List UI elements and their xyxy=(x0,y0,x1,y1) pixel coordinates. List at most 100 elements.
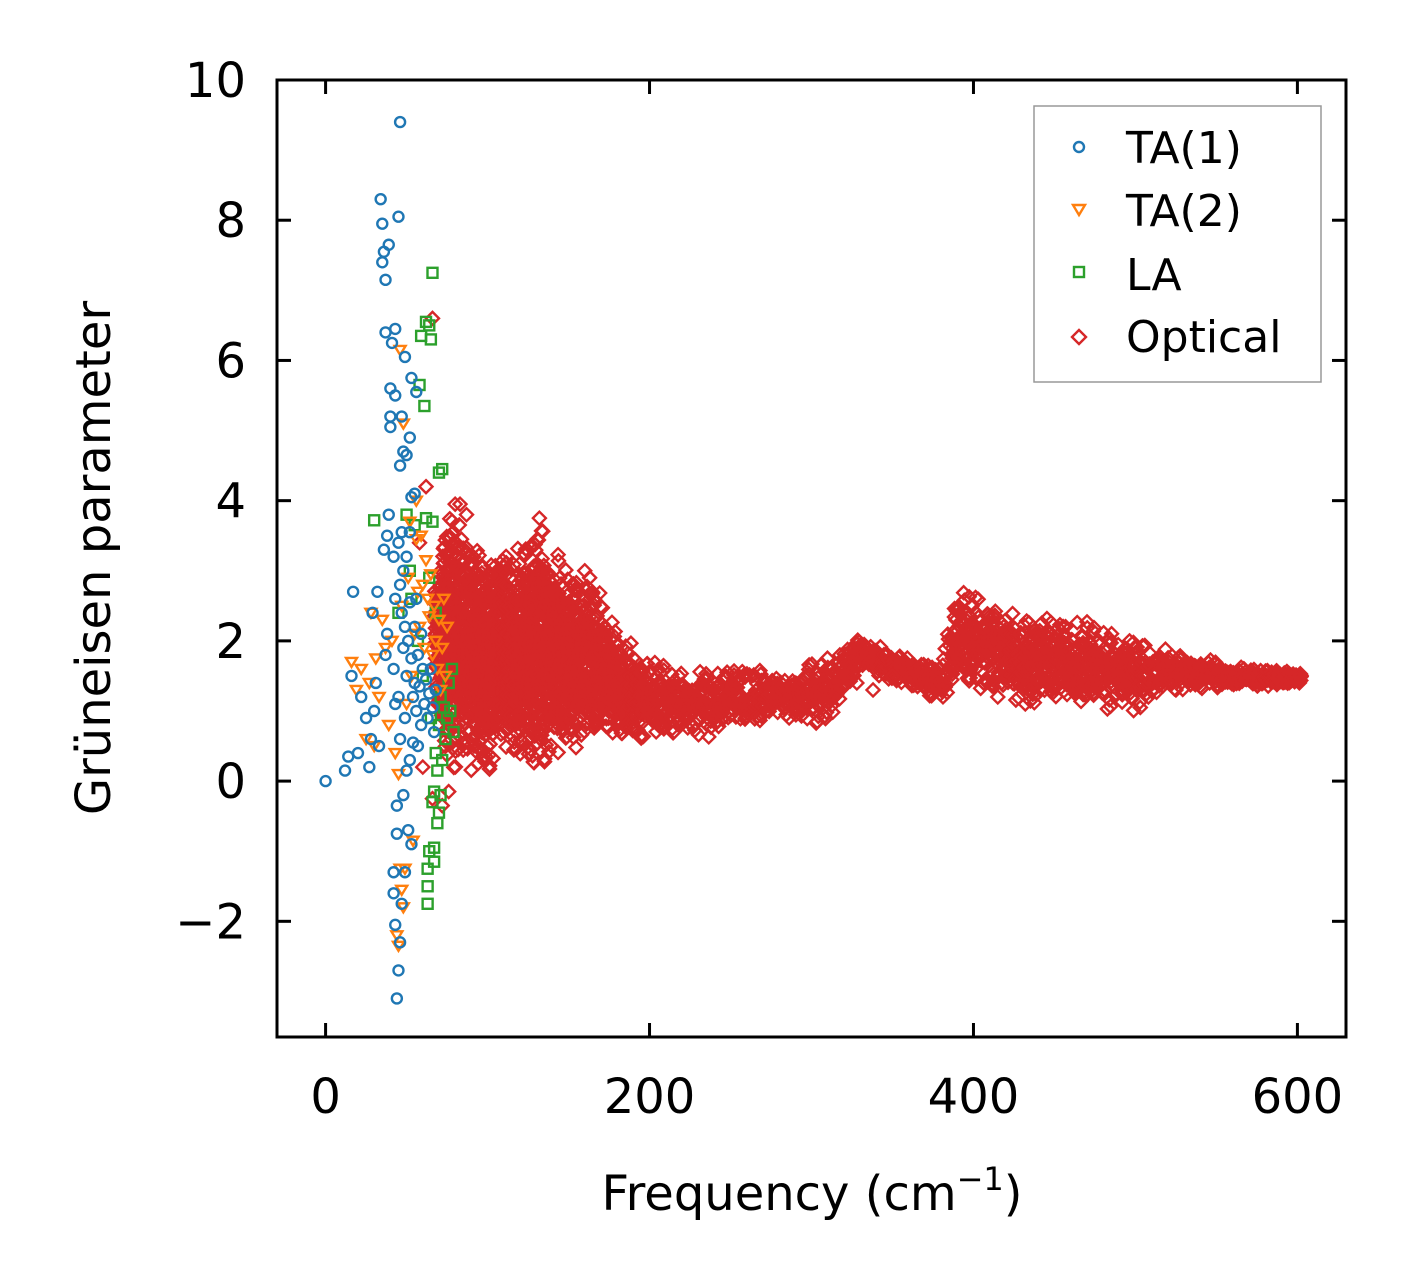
optical-point xyxy=(587,715,605,732)
la-point xyxy=(367,514,381,527)
la-point xyxy=(434,788,447,802)
ta1-point xyxy=(382,238,395,251)
x-tick-label: 400 xyxy=(928,1069,1020,1125)
ta2-point xyxy=(436,593,452,607)
ta1-point xyxy=(403,431,417,444)
ta2-point xyxy=(415,579,431,593)
ta1-point xyxy=(400,669,413,683)
optical-point xyxy=(987,603,1004,620)
optical-point xyxy=(646,654,664,671)
ta1-point xyxy=(342,750,355,763)
ta1-point xyxy=(392,210,405,223)
optical-point xyxy=(1088,634,1106,651)
series-optical xyxy=(411,310,1310,814)
optical-point xyxy=(1057,618,1074,635)
ta1-point xyxy=(405,371,418,385)
ta2-point xyxy=(437,670,454,684)
la-point xyxy=(444,704,457,718)
la-point xyxy=(432,466,446,479)
ta2-point xyxy=(431,614,447,628)
ta1-point xyxy=(380,627,394,641)
ta1-point xyxy=(338,764,352,777)
ta2-point xyxy=(348,684,365,698)
la-point xyxy=(442,676,455,690)
ta2-point xyxy=(413,530,429,544)
ta1-point xyxy=(393,459,407,472)
la-point xyxy=(439,732,452,746)
optical-point xyxy=(884,667,901,685)
optical-point xyxy=(655,661,673,679)
ta1-point xyxy=(405,837,418,851)
ta1-point xyxy=(355,690,368,704)
y-axis-label: Grüneisen parameter xyxy=(66,301,122,816)
ta1-point xyxy=(411,739,425,753)
la-point xyxy=(427,855,441,868)
x-tick-label: 0 xyxy=(310,1069,341,1125)
ta1-point xyxy=(346,585,360,599)
la-point xyxy=(403,564,417,577)
optical-point xyxy=(606,623,624,640)
optical-point xyxy=(635,728,652,745)
ta1-point xyxy=(411,648,425,662)
ta1-point xyxy=(382,508,395,521)
ta2-point xyxy=(421,611,437,624)
la-point xyxy=(421,897,434,910)
ta1-point xyxy=(374,192,387,206)
ta1-point xyxy=(410,385,423,399)
ta2-point xyxy=(353,663,369,677)
ta1-point xyxy=(389,322,402,336)
legend-label-optical: Optical xyxy=(1126,312,1281,363)
optical-point xyxy=(934,688,952,706)
ta1-point xyxy=(426,701,439,714)
ta2-point xyxy=(429,663,445,677)
ta1-point xyxy=(379,648,392,662)
la-point xyxy=(421,880,434,893)
ta2-point xyxy=(432,684,449,698)
ta1-point xyxy=(372,739,386,753)
ta1-point xyxy=(379,273,392,287)
la-point xyxy=(413,378,426,392)
ta2-point xyxy=(361,677,377,691)
optical-point xyxy=(458,539,475,556)
legend-label-ta1: TA(1) xyxy=(1125,123,1242,174)
optical-point xyxy=(567,739,585,756)
la-point xyxy=(436,462,449,476)
ta2-point xyxy=(398,698,415,712)
ta1-point xyxy=(371,585,384,599)
optical-point xyxy=(537,736,555,754)
ta2-point xyxy=(428,635,444,649)
ta2-point xyxy=(423,569,439,582)
optical-point xyxy=(484,750,502,767)
la-point xyxy=(419,511,433,525)
ta2-point xyxy=(407,628,423,642)
optical-point xyxy=(943,671,960,688)
ta1-point xyxy=(390,827,404,840)
ta1-point xyxy=(366,606,379,620)
ta2-point xyxy=(418,555,434,568)
optical-point xyxy=(531,509,548,527)
optical-point xyxy=(617,638,634,655)
optical-point xyxy=(463,761,480,779)
ta2-point xyxy=(426,600,442,614)
optical-point xyxy=(440,783,457,800)
optical-point xyxy=(986,607,1004,624)
ta1-point xyxy=(400,764,413,777)
optical-point xyxy=(446,495,464,513)
optical-point xyxy=(1140,688,1157,706)
plot-frame xyxy=(275,78,1348,1039)
optical-point xyxy=(864,681,882,699)
ta1-point xyxy=(405,490,418,504)
la-point xyxy=(426,515,439,528)
ta1-point xyxy=(403,753,417,767)
optical-point xyxy=(953,602,971,619)
ta1-point xyxy=(414,718,428,732)
ta1-point xyxy=(376,217,389,230)
la-point xyxy=(423,571,436,584)
ta1-point xyxy=(384,410,397,423)
optical-point xyxy=(557,561,575,579)
ta1-point xyxy=(421,711,434,725)
x-axis-label: Frequency (cm−1) xyxy=(601,1160,1022,1222)
ta2-point xyxy=(439,621,455,635)
